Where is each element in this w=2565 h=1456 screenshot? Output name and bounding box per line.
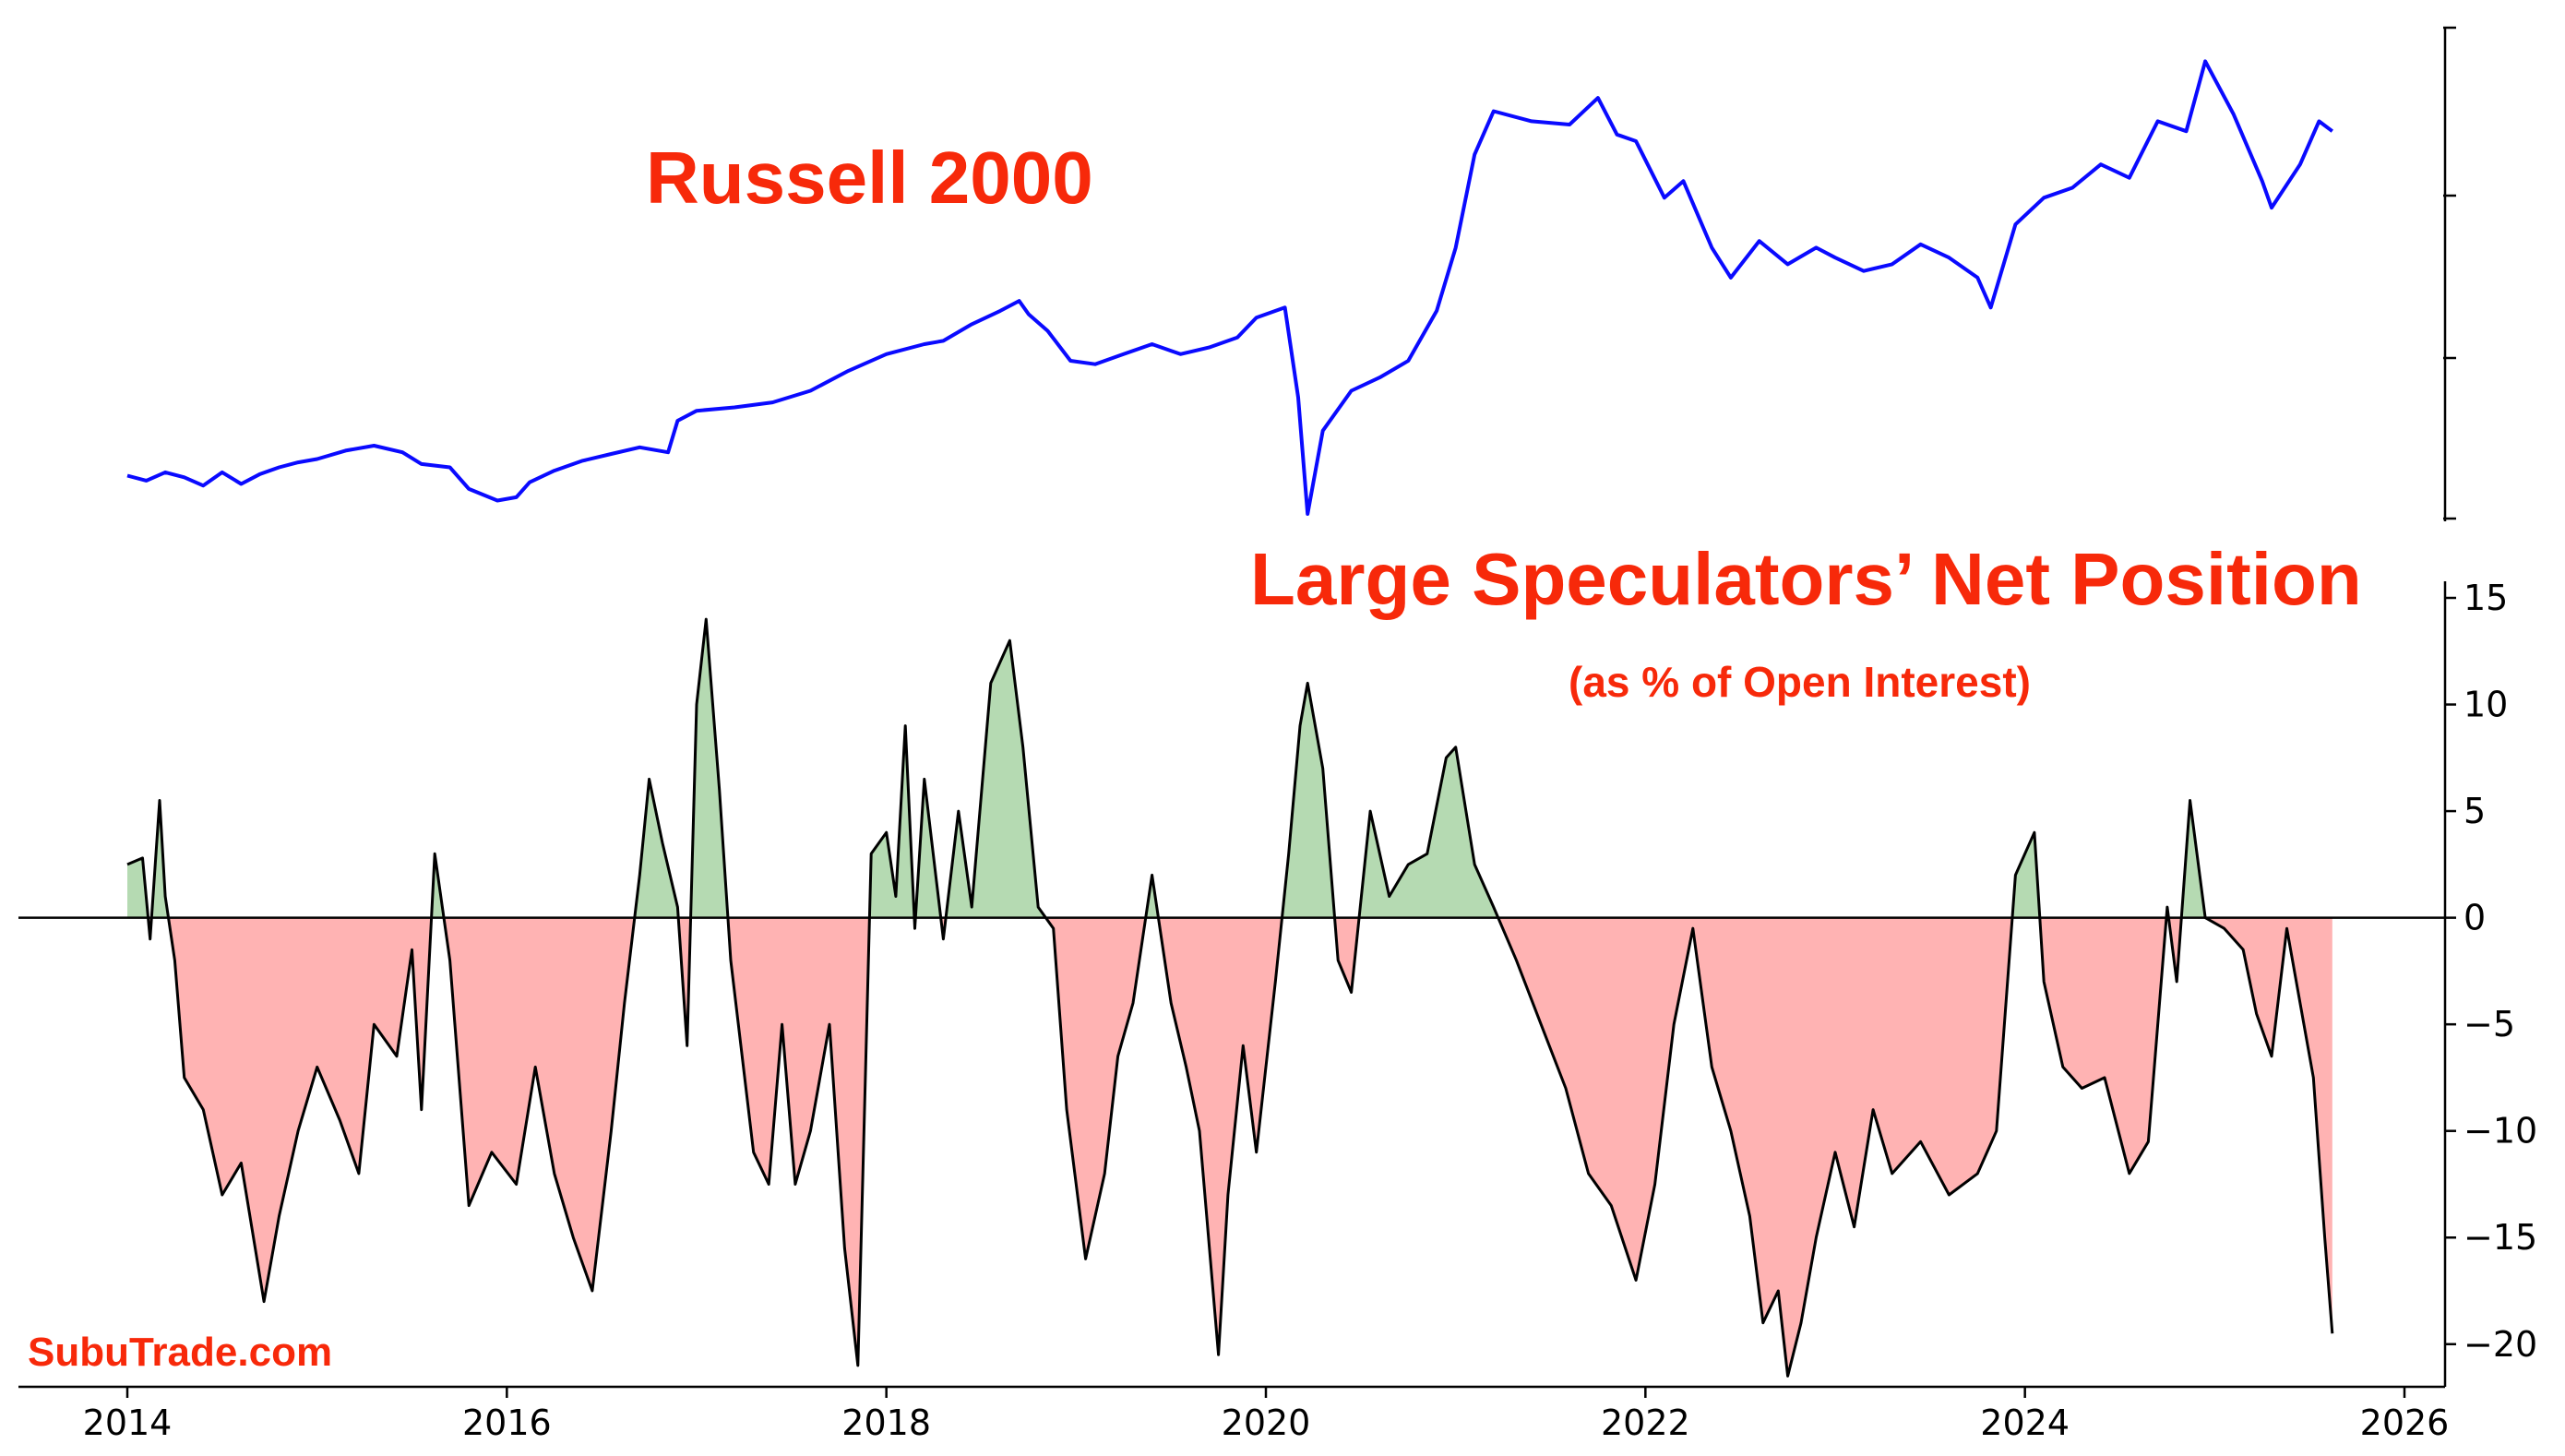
y-tick-label: 5 bbox=[2464, 791, 2486, 831]
y-tick-label: −20 bbox=[2464, 1324, 2537, 1365]
x-tick-label: 2024 bbox=[1980, 1402, 2070, 1443]
net-position-panel bbox=[126, 617, 2334, 1378]
x-tick-label: 2020 bbox=[1222, 1402, 1311, 1443]
x-tick-label: 2018 bbox=[841, 1402, 931, 1443]
russell-series-line bbox=[126, 59, 2334, 516]
x-tick-label: 2016 bbox=[462, 1402, 552, 1443]
y-tick-label: −15 bbox=[2464, 1217, 2537, 1258]
y-tick-label: −10 bbox=[2464, 1111, 2537, 1152]
y-tick-label: −5 bbox=[2464, 1004, 2515, 1044]
x-tick-label: 2014 bbox=[83, 1402, 173, 1443]
subutrade-watermark: SubuTrade.com bbox=[28, 1330, 332, 1375]
x-tick-label: 2022 bbox=[1601, 1402, 1690, 1443]
axes: 2014 2016 2018 2020 2022 2024 2026 15 10 5 0 −5 −10 −… bbox=[18, 26, 2537, 1443]
net-position-subtitle: (as % of Open Interest) bbox=[1569, 658, 2031, 706]
y-tick-label: 0 bbox=[2464, 898, 2486, 938]
y-tick-label: 10 bbox=[2464, 685, 2508, 725]
net-position-title: Large Speculators’ Net Position bbox=[1250, 538, 2362, 620]
x-tick-label: 2026 bbox=[2360, 1402, 2450, 1443]
y-tick-label: 15 bbox=[2464, 578, 2508, 618]
net-position-series-line bbox=[126, 617, 2334, 1378]
russell-panel bbox=[126, 59, 2334, 516]
negative-area-fill bbox=[127, 917, 2332, 1377]
russell-title: Russell 2000 bbox=[646, 137, 1093, 219]
